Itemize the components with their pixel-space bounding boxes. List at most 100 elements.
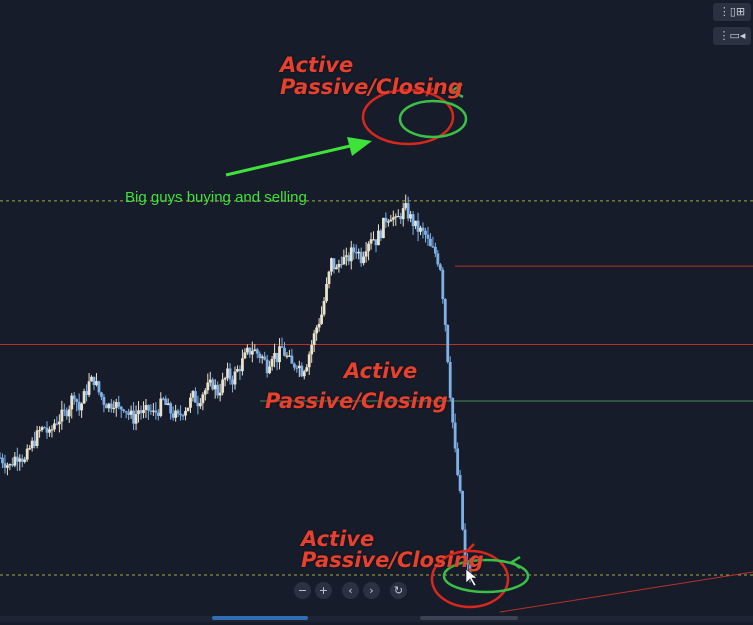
- red-trend-line: [499, 571, 753, 613]
- red-tick-bottom: [465, 543, 475, 553]
- candle-body: [243, 352, 247, 359]
- chevron-left-icon: ‹: [348, 584, 353, 597]
- candle-body: [198, 403, 202, 407]
- candle-body: [139, 410, 143, 414]
- candle-body: [330, 258, 333, 272]
- candle-body: [379, 230, 383, 239]
- red-circle-bottom: [430, 549, 510, 609]
- annotation-bottom-active: Active: [301, 527, 375, 551]
- candle-body: [62, 409, 66, 411]
- candle-body: [132, 410, 135, 424]
- annotation-top-active: Active: [280, 53, 354, 77]
- candle-body: [201, 394, 205, 404]
- candle-body: [80, 403, 84, 411]
- chart-navigation-toolbar: − + ‹ › ↻: [294, 582, 407, 599]
- candle-body: [154, 410, 158, 413]
- candle-body: [241, 358, 244, 372]
- rectangle-tool-icon: ⋮▭◂: [718, 29, 746, 42]
- candle-body: [322, 300, 326, 315]
- candle-body: [129, 410, 133, 415]
- candle-body: [275, 352, 279, 363]
- candle-body: [431, 246, 435, 248]
- scrollbar-secondary-thumb[interactable]: [420, 616, 518, 620]
- candle-body: [194, 391, 197, 403]
- candle-body: [77, 401, 81, 411]
- candle-body: [424, 230, 427, 235]
- green-arrow-head: [347, 137, 372, 156]
- candle-body: [107, 403, 111, 409]
- scrollbar-thumb[interactable]: [212, 616, 308, 620]
- candle-body: [396, 215, 400, 218]
- scroll-left-button[interactable]: ‹: [342, 582, 359, 599]
- candle-body: [456, 448, 460, 475]
- candle-body: [203, 390, 207, 395]
- candle-body: [317, 323, 321, 328]
- candle-body: [114, 402, 118, 408]
- candle-body: [458, 474, 462, 491]
- zoom-out-button[interactable]: −: [294, 582, 311, 599]
- candle-body: [186, 407, 190, 411]
- candle-body: [354, 252, 358, 254]
- candle-body: [315, 327, 319, 334]
- candle-body: [67, 409, 71, 417]
- candle-body: [419, 227, 422, 232]
- red-tick-top: [425, 87, 434, 97]
- timeline-scrollbar[interactable]: [0, 616, 753, 622]
- candle-body: [453, 422, 457, 449]
- candle-body: [312, 333, 316, 346]
- candle-body: [283, 347, 286, 356]
- candle-body: [142, 410, 145, 414]
- candle-body: [92, 376, 96, 386]
- candle-body: [263, 356, 267, 360]
- drawing-tool-button[interactable]: ⋮▭◂: [713, 27, 751, 45]
- candle-body: [374, 239, 378, 246]
- candle-body: [325, 284, 328, 301]
- candle-body: [448, 361, 452, 398]
- candle-body: [1, 457, 4, 464]
- candle-body: [310, 345, 314, 355]
- candle-body: [357, 251, 361, 254]
- candle-body: [359, 251, 363, 264]
- reset-chart-button[interactable]: ↻: [390, 582, 407, 599]
- candle-body: [60, 409, 64, 422]
- candle-body: [389, 219, 393, 222]
- candle-body: [174, 410, 178, 418]
- candle-body: [53, 423, 56, 430]
- candle-body: [391, 217, 395, 220]
- candle-body: [8, 464, 12, 466]
- candle-body: [6, 465, 9, 468]
- candle-body: [179, 413, 182, 416]
- green-arrow-shaft: [225, 144, 351, 177]
- candle-body: [250, 350, 254, 355]
- candle-body: [55, 423, 59, 425]
- candle-body: [416, 220, 420, 232]
- candle-body: [409, 214, 413, 219]
- candle-body: [48, 429, 51, 433]
- candle-body: [332, 258, 336, 270]
- candle-body: [443, 299, 447, 325]
- candle-body: [290, 355, 294, 364]
- candle-body: [25, 448, 29, 460]
- candle-body: [248, 347, 252, 355]
- candle-body: [421, 227, 425, 231]
- candle-body: [441, 269, 445, 300]
- layout-tool-button[interactable]: ⋮▯⊞: [713, 3, 751, 21]
- candle-body: [414, 220, 417, 227]
- candle-body: [10, 464, 14, 466]
- candle-body: [85, 391, 88, 395]
- candle-body: [352, 247, 356, 253]
- zoom-in-button[interactable]: +: [315, 582, 332, 599]
- candles: [0, 194, 472, 583]
- scroll-right-button[interactable]: ›: [363, 582, 380, 599]
- candle-body: [72, 395, 76, 400]
- candle-body: [18, 458, 22, 462]
- candle-body: [151, 410, 155, 412]
- annotation-mid-active: Active: [344, 359, 418, 383]
- candle-body: [295, 367, 299, 369]
- green-hook-top: [449, 82, 464, 99]
- candle-body: [302, 371, 306, 377]
- candle-body: [189, 397, 192, 408]
- candle-body: [451, 397, 455, 423]
- candle-body: [171, 413, 175, 418]
